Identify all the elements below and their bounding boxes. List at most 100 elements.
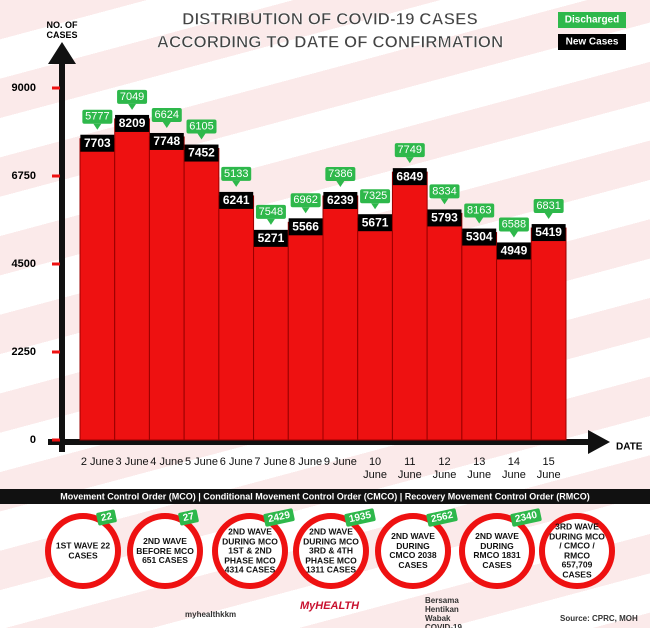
x-axis-label: DATE	[616, 442, 643, 453]
discharged-pointer	[440, 198, 449, 205]
phase-band	[0, 489, 650, 504]
value-label: 8209	[119, 116, 146, 130]
legend-label: New Cases	[566, 37, 619, 48]
discharged-pointer	[509, 231, 518, 238]
x-tick-label: 10 June	[363, 456, 387, 481]
discharged-box	[394, 143, 425, 158]
wave-text: 2ND WAVE DURING MCO 1ST & 2ND PHASE MCO …	[222, 526, 278, 575]
x-tick-label: 7 June	[254, 456, 288, 468]
discharged-pointer	[128, 103, 137, 110]
discharged-label: 8163	[467, 204, 491, 216]
legend-swatch	[558, 34, 626, 50]
campaign: Bersama Hentikan Wabak COVID-19	[425, 596, 462, 628]
x-tick-label: 5 June	[184, 456, 219, 468]
discharged-pointer	[197, 133, 206, 140]
chart-subtitle: ACCORDING TO DATE OF CONFIRMATION	[157, 32, 504, 51]
bar	[391, 171, 428, 441]
wave-text: 2ND WAVE DURING MCO 3RD & 4TH PHASE MCO …	[303, 526, 359, 575]
discharged-pointer	[232, 180, 241, 187]
bar	[461, 232, 498, 441]
value-box	[531, 224, 566, 242]
discharged-pointer	[475, 217, 484, 224]
value-box	[358, 214, 393, 232]
x-tick-label: 9 June	[323, 456, 357, 468]
discharged-label: 5777	[85, 111, 109, 123]
bar	[79, 138, 116, 441]
bar	[218, 195, 255, 441]
discharged-box	[151, 107, 182, 122]
discharged-pointer	[266, 218, 275, 225]
discharged-label: 7749	[398, 144, 422, 156]
value-box	[323, 191, 358, 209]
value-box	[253, 229, 288, 247]
x-tick-label: 2 June	[80, 456, 114, 468]
wave-text: 2ND WAVE BEFORE MCO 651 CASES	[136, 535, 194, 565]
value-box	[184, 144, 219, 162]
bar	[148, 136, 185, 441]
value-box	[496, 242, 531, 260]
discharged-pointer	[544, 213, 553, 220]
wave-circle	[133, 519, 197, 583]
value-label: 5271	[258, 231, 285, 245]
bar	[426, 212, 463, 441]
bar	[183, 148, 220, 441]
discharged-label: 7325	[363, 190, 387, 202]
value-label: 7703	[84, 136, 111, 150]
x-tick-label: 4 June	[150, 456, 184, 468]
discharged-pointer	[336, 180, 345, 187]
discharged-box	[360, 189, 391, 204]
discharged-label: 7548	[259, 206, 283, 218]
value-label: 4949	[501, 244, 528, 258]
x-tick-label: 15 June	[536, 456, 561, 481]
discharged-box	[117, 89, 148, 104]
discharged-box	[221, 166, 252, 181]
x-tick-label: 6 June	[219, 456, 253, 468]
value-box	[392, 168, 427, 186]
brand: MyHEALTH	[300, 600, 360, 612]
value-label: 5304	[466, 230, 493, 244]
y-arrow	[48, 42, 76, 64]
y-axis-label: NO. OF CASES	[46, 20, 78, 40]
value-box	[80, 134, 115, 152]
phase-text: Movement Control Order (MCO) | Condition…	[60, 491, 590, 501]
discharged-box	[533, 199, 564, 214]
legend-label: Discharged	[565, 15, 619, 26]
discharged-pointer	[162, 121, 171, 128]
discharged-pointer	[405, 157, 414, 164]
y-tick-label: 6750	[12, 170, 36, 182]
value-label: 5419	[535, 225, 562, 239]
wave-text: 1ST WAVE 22 CASES	[55, 540, 111, 560]
value-label: 6239	[327, 193, 354, 207]
wave-circle	[465, 519, 529, 583]
x-tick-label: 8 June	[289, 456, 323, 468]
bar	[530, 227, 567, 441]
wave-text: 2ND WAVE DURING CMCO 2038 CASES	[389, 531, 437, 570]
value-label: 6849	[396, 169, 423, 183]
discharged-box	[325, 166, 356, 181]
discharged-pointer	[93, 123, 102, 130]
y-tick-label: 4500	[12, 258, 36, 270]
value-box	[219, 191, 254, 209]
value-label: 5793	[431, 211, 458, 225]
x-tick-label: 14 June	[501, 456, 526, 481]
social: myhealthkkm	[185, 610, 237, 619]
discharged-label: 8334	[432, 185, 456, 197]
bar	[114, 118, 150, 441]
x-tick-label: 13 June	[467, 456, 492, 481]
value-box	[462, 228, 497, 246]
discharged-label: 6831	[536, 200, 560, 212]
discharged-label: 7386	[328, 168, 352, 180]
value-label: 7452	[188, 146, 215, 160]
legend-swatch	[558, 12, 626, 28]
bar	[287, 221, 324, 441]
x-arrow	[588, 430, 610, 454]
discharged-box	[290, 193, 321, 208]
discharged-box	[498, 217, 529, 232]
source: Source: CPRC, MOH	[560, 614, 638, 623]
discharged-pointer	[301, 207, 310, 214]
value-label: 5566	[292, 219, 319, 233]
discharged-box	[82, 109, 113, 124]
discharged-box	[186, 119, 217, 134]
